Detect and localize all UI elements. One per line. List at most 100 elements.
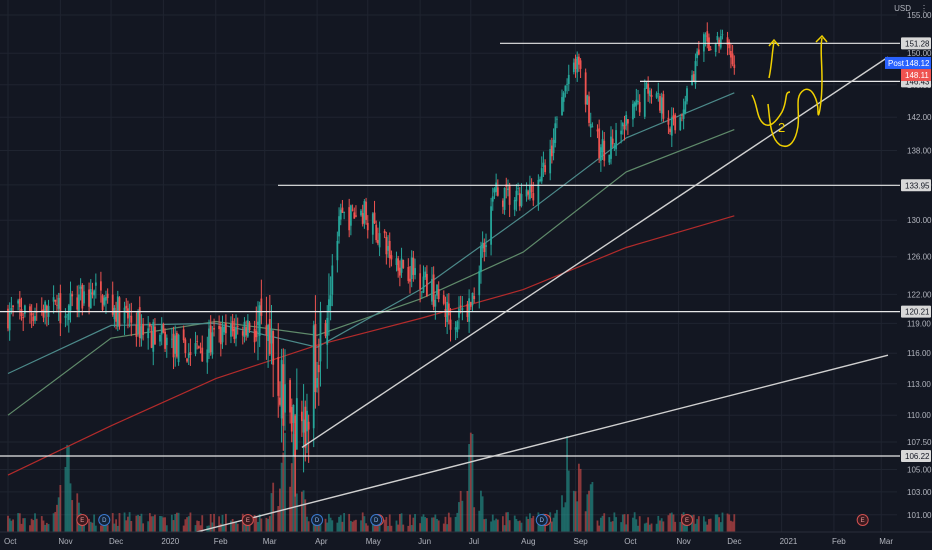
- candle[interactable]: [449, 319, 452, 330]
- candle[interactable]: [731, 53, 734, 65]
- candle[interactable]: [177, 334, 180, 363]
- candle[interactable]: [667, 117, 670, 125]
- candle[interactable]: [466, 303, 469, 318]
- candle[interactable]: [366, 222, 369, 231]
- candle[interactable]: [473, 296, 476, 300]
- candle[interactable]: [172, 333, 175, 358]
- candle[interactable]: [706, 31, 709, 42]
- candle[interactable]: [294, 415, 297, 457]
- candle[interactable]: [164, 331, 166, 349]
- candle[interactable]: [154, 326, 156, 345]
- candle[interactable]: [539, 179, 541, 182]
- dividend-marker[interactable]: [535, 514, 548, 526]
- candle[interactable]: [696, 51, 699, 59]
- candle[interactable]: [468, 298, 471, 322]
- candle[interactable]: [32, 316, 35, 322]
- candle[interactable]: [324, 323, 327, 337]
- candle[interactable]: [69, 293, 72, 311]
- candle[interactable]: [59, 293, 62, 324]
- candle[interactable]: [626, 119, 629, 124]
- candle[interactable]: [566, 83, 568, 85]
- dividend-marker[interactable]: [370, 514, 383, 526]
- candle[interactable]: [395, 258, 398, 266]
- candle[interactable]: [319, 311, 322, 362]
- candle[interactable]: [659, 95, 661, 111]
- candle[interactable]: [599, 147, 602, 161]
- candle[interactable]: [603, 140, 606, 161]
- dividend-marker[interactable]: [98, 514, 111, 526]
- candle[interactable]: [328, 299, 330, 312]
- candle[interactable]: [272, 330, 275, 365]
- horizontal-levels[interactable]: [0, 42, 900, 457]
- candle[interactable]: [613, 145, 616, 148]
- candle[interactable]: [681, 114, 683, 116]
- candle[interactable]: [230, 323, 232, 337]
- candle[interactable]: [697, 49, 700, 55]
- candle[interactable]: [353, 212, 356, 219]
- candle[interactable]: [414, 268, 416, 275]
- candle[interactable]: [459, 305, 462, 307]
- candle[interactable]: [714, 43, 717, 53]
- candle[interactable]: [316, 378, 318, 388]
- candle[interactable]: [692, 74, 695, 82]
- candle[interactable]: [338, 216, 340, 237]
- candle[interactable]: [125, 305, 128, 309]
- candle[interactable]: [260, 298, 263, 316]
- candle[interactable]: [140, 326, 143, 339]
- candle[interactable]: [199, 351, 202, 353]
- candle[interactable]: [469, 301, 472, 307]
- candle[interactable]: [257, 321, 259, 326]
- candle[interactable]: [142, 323, 145, 335]
- candle[interactable]: [30, 313, 33, 316]
- candle[interactable]: [412, 257, 415, 275]
- candle[interactable]: [206, 349, 209, 363]
- candle[interactable]: [255, 330, 258, 338]
- last-price-tag[interactable]: [901, 69, 931, 82]
- dividend-marker[interactable]: [311, 514, 324, 526]
- candle[interactable]: [377, 239, 379, 244]
- candle[interactable]: [312, 325, 315, 429]
- candle[interactable]: [123, 307, 126, 324]
- candle[interactable]: [351, 209, 354, 211]
- candle[interactable]: [598, 128, 601, 159]
- candle[interactable]: [694, 61, 697, 84]
- trend-line[interactable]: [301, 56, 889, 449]
- candle[interactable]: [363, 201, 366, 224]
- candle[interactable]: [135, 324, 138, 337]
- candle[interactable]: [375, 224, 378, 241]
- candle[interactable]: [493, 188, 496, 193]
- candle[interactable]: [246, 320, 249, 337]
- candle[interactable]: [388, 240, 391, 259]
- candle[interactable]: [648, 90, 651, 96]
- candle[interactable]: [650, 94, 653, 97]
- candle[interactable]: [233, 328, 236, 340]
- candle[interactable]: [456, 321, 459, 333]
- candle[interactable]: [29, 306, 31, 312]
- candle[interactable]: [162, 324, 165, 333]
- candle[interactable]: [231, 321, 234, 332]
- candle[interactable]: [726, 37, 729, 45]
- candle[interactable]: [672, 115, 675, 119]
- candle[interactable]: [211, 332, 214, 355]
- candle[interactable]: [409, 278, 411, 282]
- candle[interactable]: [556, 118, 558, 120]
- candle[interactable]: [660, 97, 663, 114]
- candle[interactable]: [81, 284, 84, 309]
- candle[interactable]: [7, 308, 9, 329]
- candle[interactable]: [385, 237, 388, 255]
- candle[interactable]: [704, 35, 707, 37]
- earnings-marker[interactable]: [76, 514, 89, 526]
- candle[interactable]: [588, 96, 590, 123]
- candle[interactable]: [485, 245, 487, 247]
- candle[interactable]: [508, 184, 511, 205]
- candle[interactable]: [378, 233, 381, 248]
- candle[interactable]: [245, 327, 248, 336]
- candle[interactable]: [454, 327, 457, 330]
- candle[interactable]: [461, 307, 464, 311]
- candle[interactable]: [196, 341, 199, 343]
- candle[interactable]: [579, 60, 582, 69]
- candle[interactable]: [586, 95, 589, 105]
- candle[interactable]: [436, 284, 438, 296]
- candle[interactable]: [88, 289, 90, 307]
